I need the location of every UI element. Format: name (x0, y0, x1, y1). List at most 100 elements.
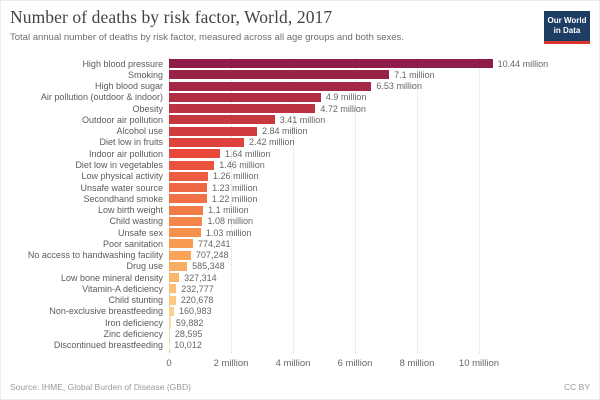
bar-row: High blood pressure 10.44 million (1, 58, 599, 69)
bar[interactable] (169, 59, 493, 69)
bar[interactable] (169, 104, 316, 114)
bar-row: Vitamin-A deficiency 232,777 (1, 283, 599, 294)
category-label: Low birth weight (97, 205, 163, 216)
bar-track: 4.9 million (169, 92, 599, 102)
category-label: No access to handwashing facility (27, 250, 163, 261)
bar-track: 6.53 million (169, 81, 599, 91)
bar-row: Poor sanitation 774,241 (1, 238, 599, 249)
bar-row: Low physical activity 1.26 million (1, 171, 599, 182)
value-label: 1.26 million (213, 171, 259, 182)
bar-track: 774,241 (169, 239, 599, 249)
category-label: Secondhand smoke (83, 193, 163, 204)
bar-track: 1.46 million (169, 160, 599, 170)
bar[interactable] (169, 194, 207, 204)
bar[interactable] (169, 228, 201, 238)
bar-row: No access to handwashing facility 707,248 (1, 250, 599, 261)
value-label: 774,241 (198, 238, 231, 249)
bar-track: 2.84 million (169, 126, 599, 136)
bar[interactable] (169, 295, 176, 305)
bar[interactable] (169, 239, 193, 249)
bar-track: 1.26 million (169, 171, 599, 181)
bar-track: 232,777 (169, 284, 599, 294)
bar[interactable] (169, 250, 191, 260)
bar-track: 1.08 million (169, 216, 599, 226)
bar-row: Non-exclusive breastfeeding 160,983 (1, 306, 599, 317)
owid-logo[interactable]: Our World in Data (544, 11, 590, 44)
bar-row: Low birth weight 1.1 million (1, 204, 599, 215)
bar-track: 585,348 (169, 261, 599, 271)
bar-row: Child wasting 1.08 million (1, 216, 599, 227)
bar-row: Indoor air pollution 1.64 million (1, 148, 599, 159)
bar[interactable] (169, 81, 372, 91)
value-label: 585,348 (192, 261, 225, 272)
category-label: Vitamin-A deficiency (82, 283, 163, 294)
bar-row: Discontinued breastfeeding 10,012 (1, 340, 599, 351)
x-axis: 0 2 million 4 million 6 million 8 million 10 … (1, 355, 599, 373)
x-tick-label: 10 million (458, 357, 500, 369)
bar-row: Diet low in vegetables 1.46 million (1, 159, 599, 170)
bar-row: Low bone mineral density 327,314 (1, 272, 599, 283)
bar-row: Obesity 4.72 million (1, 103, 599, 114)
license-link[interactable]: CC BY (564, 382, 590, 392)
value-label: 1.46 million (219, 160, 265, 171)
bar-row: Child stunting 220,678 (1, 295, 599, 306)
bar-track: 2.42 million (169, 137, 599, 147)
bar[interactable] (169, 115, 275, 125)
category-label: Discontinued breastfeeding (53, 340, 163, 351)
bar[interactable] (169, 329, 170, 339)
bar[interactable] (169, 171, 209, 181)
x-tick-label: 8 million (399, 357, 435, 369)
bar-track: 10.44 million (169, 59, 599, 69)
value-label: 4.9 million (325, 92, 367, 103)
bar-track: 10,012 (169, 340, 599, 350)
bar[interactable] (169, 149, 220, 159)
value-label: 327,314 (184, 272, 217, 283)
value-label: 4.72 million (320, 103, 366, 114)
category-label: Drug use (126, 261, 163, 272)
category-label: High blood pressure (82, 58, 163, 69)
category-label: Low physical activity (81, 171, 163, 182)
bar-track: 1.03 million (169, 228, 599, 238)
value-label: 6.53 million (376, 81, 422, 92)
value-label: 1.1 million (208, 205, 249, 216)
bar[interactable] (169, 70, 390, 80)
value-label: 28,595 (174, 329, 203, 339)
value-label: 1.64 million (224, 148, 271, 159)
value-label: 2.84 million (262, 126, 308, 137)
bar[interactable] (169, 160, 215, 170)
category-label: High blood sugar (94, 81, 163, 92)
bar-row: Air pollution (outdoor & indoor) 4.9 mill… (1, 92, 599, 103)
bar[interactable] (169, 137, 245, 147)
bar-row: Drug use 585,348 (1, 261, 599, 272)
category-label: Unsafe sex (117, 227, 163, 238)
owid-logo-line1: Our World (547, 16, 587, 25)
category-label: Non-exclusive breastfeeding (49, 306, 163, 317)
category-label: Obesity (132, 103, 163, 114)
bar[interactable] (169, 284, 177, 294)
bar-track: 59,882 (169, 318, 599, 328)
category-label: Alcohol use (116, 126, 163, 137)
x-tick-label: 2 million (213, 357, 249, 369)
bar-track: 707,248 (169, 250, 599, 260)
value-label: 2.42 million (249, 137, 295, 148)
bar-row: Alcohol use 2.84 million (1, 126, 599, 137)
bar[interactable] (169, 306, 174, 316)
bar-row: Zinc deficiency 28,595 (1, 328, 599, 339)
bar[interactable] (169, 216, 203, 226)
bar[interactable] (169, 318, 171, 328)
bar[interactable] (169, 183, 208, 193)
value-label: 1.22 million (211, 193, 258, 204)
bar[interactable] (169, 126, 258, 136)
bar-track: 7.1 million (169, 70, 599, 80)
bar[interactable] (169, 205, 204, 215)
bar[interactable] (169, 273, 180, 283)
category-label: Unsafe water source (80, 182, 163, 193)
bar-track: 1.64 million (169, 149, 599, 159)
bar[interactable] (169, 261, 188, 271)
value-label: 232,777 (181, 283, 214, 294)
bar-row: Outdoor air pollution 3.41 million (1, 114, 599, 125)
value-label: 160,983 (178, 306, 212, 317)
bar-chart: High blood pressure 10.44 million Smoking 7… (1, 58, 599, 373)
bar[interactable] (169, 92, 321, 102)
category-label: Indoor air pollution (88, 148, 163, 159)
